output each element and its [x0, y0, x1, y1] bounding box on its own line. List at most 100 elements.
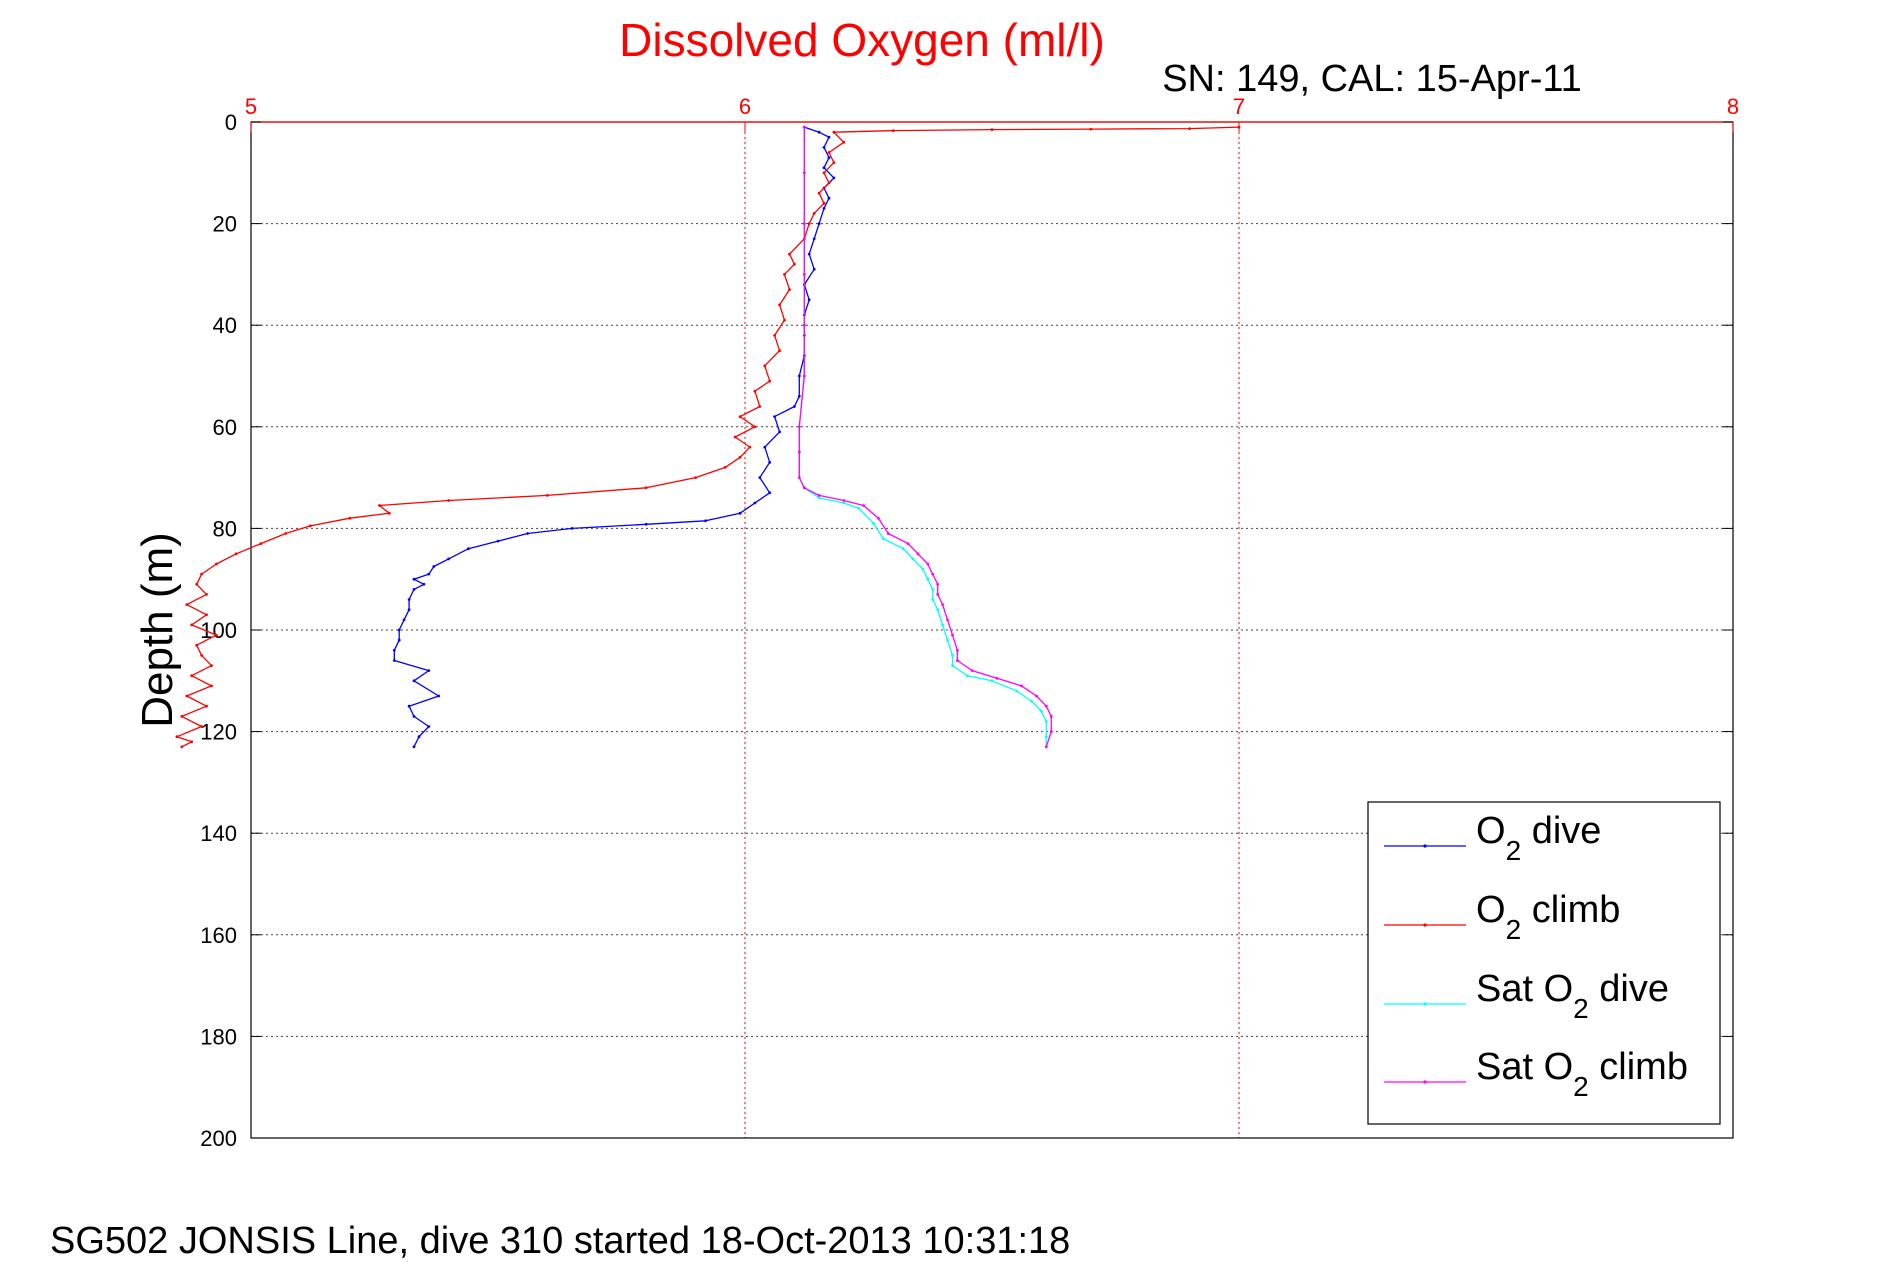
legend-box — [1367, 801, 1721, 1125]
data-point — [936, 593, 940, 596]
data-point — [817, 494, 821, 497]
data-point — [956, 648, 959, 652]
data-point — [1044, 745, 1048, 749]
data-point — [753, 389, 757, 393]
data-point — [956, 659, 959, 662]
data-point — [763, 445, 767, 449]
data-point — [965, 674, 969, 678]
data-point — [802, 222, 806, 226]
data-point — [926, 577, 930, 581]
data-point — [842, 140, 846, 144]
data-point — [427, 725, 431, 728]
data-point — [872, 521, 875, 525]
data-point — [797, 374, 801, 378]
data-point — [822, 171, 826, 175]
data-point — [807, 222, 811, 226]
data-point — [447, 499, 450, 502]
x-tick-label: 5 — [245, 94, 257, 119]
data-point — [205, 593, 208, 596]
data-point — [1020, 684, 1023, 688]
data-point — [783, 318, 786, 322]
data-point — [812, 267, 816, 271]
data-point — [768, 491, 772, 495]
data-point — [768, 461, 772, 464]
data-point — [827, 181, 831, 185]
y-tick-label: 40 — [213, 313, 237, 338]
data-point — [407, 598, 411, 601]
data-point — [916, 552, 920, 556]
data-point — [378, 504, 381, 507]
data-point — [190, 623, 194, 627]
data-point — [234, 552, 238, 556]
data-point — [802, 125, 806, 129]
x-axis-ticks: 5 6 7 8 — [245, 94, 1739, 132]
data-point — [467, 547, 470, 551]
data-point — [180, 745, 184, 749]
data-point — [951, 654, 954, 657]
data-point — [392, 659, 396, 662]
data-point — [427, 669, 431, 672]
data-point — [195, 582, 199, 586]
data-point — [812, 237, 816, 241]
calibration-subtitle: SN: 149, CAL: 15-Apr-11 — [1162, 58, 1582, 100]
data-point — [738, 511, 742, 515]
legend-label-2: O2 climb — [1476, 889, 1620, 945]
data-point — [941, 603, 944, 606]
data-point — [822, 201, 826, 205]
legend-marker — [1423, 1080, 1427, 1084]
data-point — [857, 506, 860, 510]
x-tick-label: 7 — [1233, 94, 1245, 119]
data-point — [936, 608, 940, 612]
data-point — [941, 623, 944, 627]
data-point — [1030, 699, 1033, 703]
data-point — [200, 654, 204, 657]
data-point — [210, 664, 213, 667]
data-point — [195, 643, 199, 647]
data-point — [817, 496, 821, 500]
legend-label-1: O2 dive — [1476, 810, 1601, 866]
data-point — [694, 476, 697, 479]
data-point — [886, 532, 890, 535]
data-point — [906, 542, 910, 545]
y-tick-label: 20 — [213, 212, 237, 237]
data-point — [723, 466, 727, 469]
data-point — [402, 618, 406, 622]
data-point — [738, 455, 742, 459]
data-point — [807, 298, 811, 302]
data-point — [832, 161, 836, 165]
y-tick-label: 120 — [200, 720, 237, 745]
data-point — [901, 547, 905, 551]
data-point — [802, 171, 806, 175]
x-tick-label: 6 — [739, 94, 751, 119]
data-point — [758, 476, 762, 479]
data-point — [1044, 720, 1048, 723]
data-point — [397, 638, 401, 642]
data-point — [911, 557, 915, 561]
data-point — [180, 715, 184, 718]
data-point — [284, 532, 287, 535]
data-point — [205, 613, 208, 617]
data-point — [259, 542, 263, 545]
x-tick-label: 8 — [1727, 94, 1739, 119]
data-point — [946, 618, 949, 622]
data-point — [817, 191, 821, 195]
data-point — [822, 146, 826, 149]
dive-info-footer: SG502 JONSIS Line, dive 310 started 18-O… — [50, 1220, 1070, 1262]
data-point — [432, 565, 436, 568]
legend-label-4: Sat O2 climb — [1476, 1046, 1688, 1102]
data-point — [842, 499, 846, 502]
data-point — [931, 572, 935, 576]
data-point — [797, 450, 801, 454]
data-point — [1015, 689, 1019, 693]
data-point — [1049, 730, 1053, 733]
data-point — [417, 735, 421, 739]
data-point — [205, 704, 208, 708]
data-point — [793, 405, 796, 408]
data-point — [802, 323, 806, 327]
data-point — [570, 527, 574, 530]
data-point — [644, 486, 648, 490]
data-point — [995, 676, 999, 680]
data-point — [788, 288, 791, 291]
data-point — [812, 212, 816, 215]
